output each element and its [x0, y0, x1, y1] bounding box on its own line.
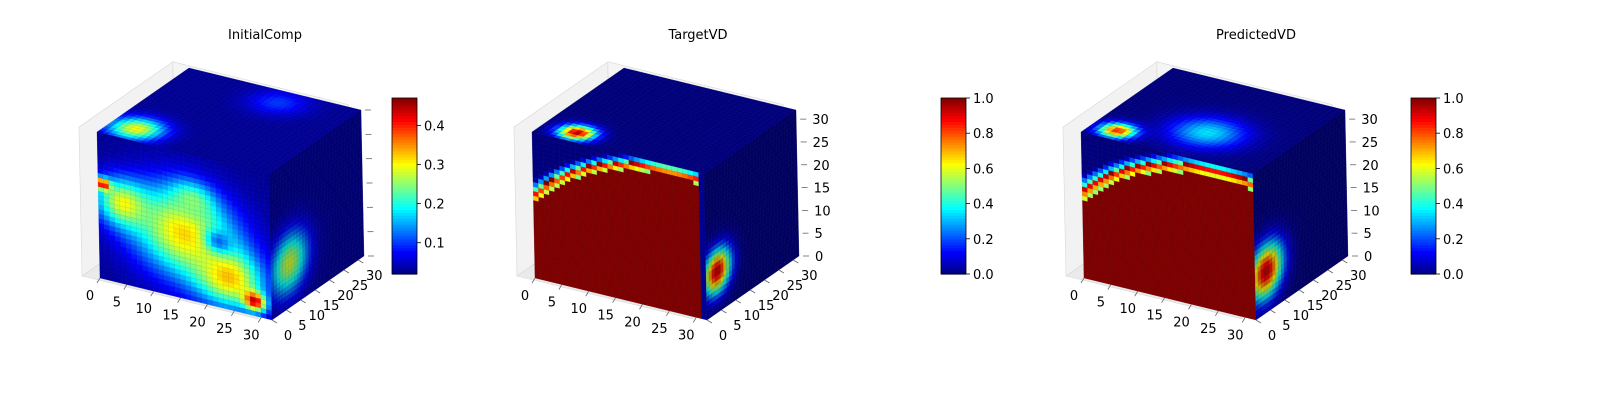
y-tick-mark	[358, 259, 364, 264]
x-tick-label: 20	[189, 315, 206, 330]
panel-2: 0 5 10 15 20 25 30 051015202530051015202530Targ…	[513, 28, 994, 344]
panel-title: InitialComp	[228, 28, 302, 43]
colorbar-tick-label: 0.2	[424, 198, 445, 213]
x-tick-label: 30	[243, 328, 260, 343]
y-tick-mark	[343, 269, 350, 274]
y-tick-mark	[329, 279, 335, 284]
y-tick-mark	[271, 319, 278, 324]
y-tick-mark	[300, 299, 306, 304]
x-tick-label: 15	[162, 309, 179, 324]
x-tick-label: 25	[216, 322, 233, 337]
voxel-faces	[531, 67, 800, 321]
y-tick-label: 0	[284, 329, 292, 344]
y-tick-label: 5	[298, 319, 306, 334]
colorbar-tick-label: 0.1	[424, 237, 445, 252]
x-tick-label: 0	[86, 289, 94, 304]
voxel-faces	[96, 67, 365, 321]
colorbar-strip	[392, 98, 417, 102]
x-tick-label: 5	[113, 296, 121, 311]
y-tick-mark	[286, 309, 292, 314]
panel-1: 0 5 10 15 20 25 30 051015202530InitialComp0.10.…	[78, 28, 445, 344]
colorbar-tick-label: 0.4	[424, 119, 445, 134]
y-tick-mark	[314, 289, 321, 294]
colorbar: 0.1 0.2 0.3 0.4	[391, 97, 445, 275]
colorbar-tick-label: 0.3	[424, 158, 445, 173]
y-tick-label: 30	[366, 269, 383, 284]
x-tick-label: 10	[135, 302, 152, 317]
